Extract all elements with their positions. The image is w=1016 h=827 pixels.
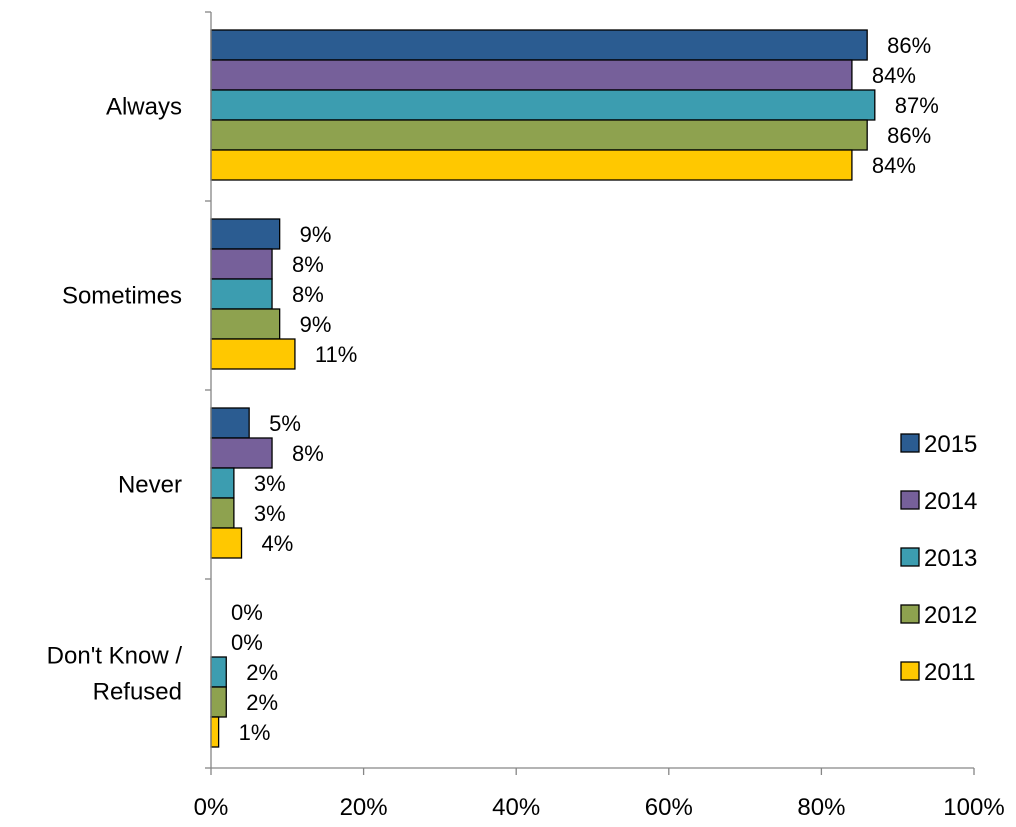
x-tick-label: 100% [943,794,1004,821]
data-label-2012-3: 2% [246,690,278,715]
x-tick-label: 40% [492,794,540,821]
data-labels-layer: 86%84%87%86%84%9%8%8%9%11%5%8%3%3%4%0%0%… [231,33,939,745]
bar-2011-3 [210,716,220,748]
bar-2011-2 [210,527,243,559]
data-label-2011-2: 4% [262,531,294,556]
bar-2012-0 [210,119,868,151]
data-label-2015-1: 9% [300,222,332,247]
data-label-2014-2: 8% [292,441,324,466]
bar-2013-2 [210,467,235,499]
legend-label-2011: 2011 [924,659,976,686]
bar-2013-1 [210,278,273,310]
legend: 2015 2014 2013 2012 2011 [900,431,977,686]
category-label-line: Sometimes [62,283,182,310]
bar-2015-1 [210,218,281,250]
category-label-line: Don't Know / [47,643,183,670]
data-label-2012-2: 3% [254,501,286,526]
bar-2014-2 [210,437,273,469]
bar-2015-2 [210,407,250,439]
bar-2011-1 [210,338,296,370]
data-label-2013-2: 3% [254,471,286,496]
x-tick-label: 80% [797,794,845,821]
data-label-2015-0: 86% [887,33,931,58]
data-label-2011-0: 84% [872,153,916,178]
axes-layer [205,11,975,775]
legend-label-2012: 2012 [924,602,977,629]
legend-swatch-2014 [900,490,920,510]
x-tick-label: 60% [645,794,693,821]
x-tick-labels-layer: 0% 20% 40% 60% 80% 100% [194,794,1005,821]
data-label-2013-0: 87% [895,93,939,118]
legend-label-2014: 2014 [924,488,977,515]
x-tick-label: 0% [194,794,229,821]
data-label-2013-1: 8% [292,282,324,307]
legend-label-2015: 2015 [924,431,977,458]
legend-label-2013: 2013 [924,545,977,572]
data-label-2015-2: 5% [269,411,301,436]
category-label-1: Sometimes [62,283,182,310]
data-label-2014-1: 8% [292,252,324,277]
data-label-2011-3: 1% [239,720,271,745]
category-labels-layer: Always Sometimes Never Don't Know / Refused [47,94,183,706]
legend-swatch-2011 [900,661,920,681]
x-tick-label: 20% [340,794,388,821]
bar-2013-3 [210,656,227,688]
bar-2012-2 [210,497,235,529]
bar-2014-0 [210,59,853,91]
bar-2015-0 [210,29,868,61]
data-label-2014-3: 0% [231,630,263,655]
category-label-line: Refused [93,679,182,706]
bar-2012-1 [210,308,281,340]
legend-swatch-2012 [900,604,920,624]
data-label-2012-1: 9% [300,312,332,337]
category-label-3: Don't Know / Refused [47,643,183,706]
legend-swatch-2013 [900,547,920,567]
category-label-0: Always [106,94,182,121]
legend-swatch-2015 [900,433,920,453]
category-label-line: Always [106,94,182,121]
data-label-2012-0: 86% [887,123,931,148]
data-label-2015-3: 0% [231,600,263,625]
bar-2012-3 [210,686,227,718]
bars-layer [210,29,876,748]
bar-2013-0 [210,89,876,121]
data-label-2013-3: 2% [246,660,278,685]
category-label-line: Never [118,472,182,499]
category-label-2: Never [118,472,182,499]
data-label-2011-1: 11% [315,342,357,367]
data-label-2014-0: 84% [872,63,916,88]
bar-2014-1 [210,248,273,280]
bar-2011-0 [210,149,853,181]
